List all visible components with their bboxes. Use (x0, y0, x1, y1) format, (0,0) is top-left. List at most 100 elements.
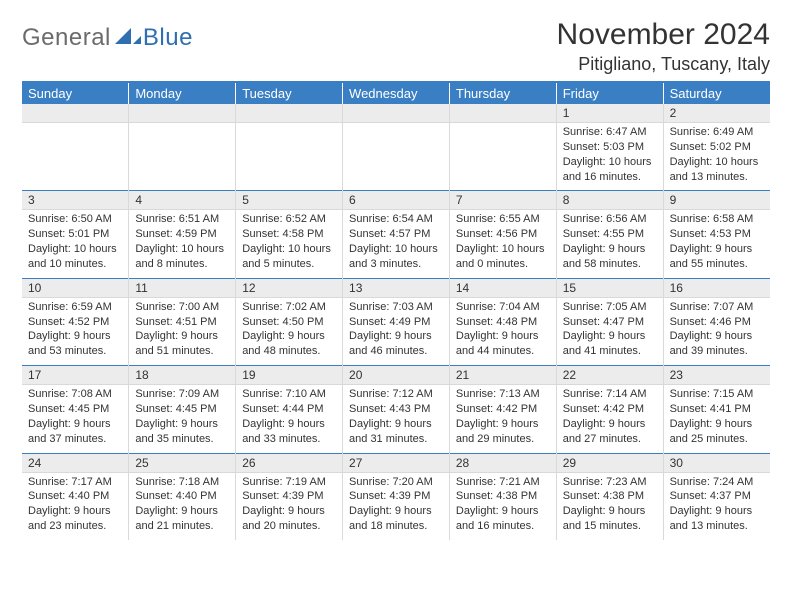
calendar-cell: 28Sunrise: 7:21 AMSunset: 4:38 PMDayligh… (449, 453, 556, 540)
sunset-text: Sunset: 5:01 PM (28, 227, 122, 242)
daylight-text: Daylight: 9 hours and 48 minutes. (242, 329, 336, 359)
sunset-text: Sunset: 4:42 PM (563, 402, 657, 417)
daylight-text: Daylight: 9 hours and 44 minutes. (456, 329, 550, 359)
page-title: November 2024 (557, 18, 770, 52)
daylight-text: Daylight: 9 hours and 16 minutes. (456, 504, 550, 534)
day-body: Sunrise: 7:19 AMSunset: 4:39 PMDaylight:… (236, 473, 342, 540)
day-body: Sunrise: 6:49 AMSunset: 5:02 PMDaylight:… (664, 123, 770, 190)
daylight-text: Daylight: 9 hours and 33 minutes. (242, 417, 336, 447)
sunrise-text: Sunrise: 7:03 AM (349, 300, 443, 315)
logo-text-blue: Blue (143, 24, 193, 52)
day-number: 26 (236, 454, 342, 473)
calendar-cell: 5Sunrise: 6:52 AMSunset: 4:58 PMDaylight… (236, 191, 343, 278)
day-number: 7 (450, 191, 556, 210)
daylight-text: Daylight: 9 hours and 51 minutes. (135, 329, 229, 359)
day-number: 20 (343, 366, 449, 385)
sunrise-text: Sunrise: 7:00 AM (135, 300, 229, 315)
sunset-text: Sunset: 5:03 PM (563, 140, 657, 155)
sunset-text: Sunset: 4:39 PM (242, 489, 336, 504)
calendar-cell (129, 104, 236, 191)
day-body: Sunrise: 7:04 AMSunset: 4:48 PMDaylight:… (450, 298, 556, 365)
calendar-cell: 6Sunrise: 6:54 AMSunset: 4:57 PMDaylight… (343, 191, 450, 278)
daylight-text: Daylight: 10 hours and 3 minutes. (349, 242, 443, 272)
day-number: 25 (129, 454, 235, 473)
sunrise-text: Sunrise: 7:14 AM (563, 387, 657, 402)
day-body: Sunrise: 7:13 AMSunset: 4:42 PMDaylight:… (450, 385, 556, 452)
sunrise-text: Sunrise: 7:07 AM (670, 300, 764, 315)
daylight-text: Daylight: 9 hours and 15 minutes. (563, 504, 657, 534)
sunrise-text: Sunrise: 6:50 AM (28, 212, 122, 227)
calendar-cell: 2Sunrise: 6:49 AMSunset: 5:02 PMDaylight… (663, 104, 770, 191)
dow-friday: Friday (556, 83, 663, 104)
sunrise-text: Sunrise: 7:08 AM (28, 387, 122, 402)
day-number: 1 (557, 104, 663, 123)
calendar-cell: 24Sunrise: 7:17 AMSunset: 4:40 PMDayligh… (22, 453, 129, 540)
day-body: Sunrise: 7:10 AMSunset: 4:44 PMDaylight:… (236, 385, 342, 452)
day-body: Sunrise: 7:15 AMSunset: 4:41 PMDaylight:… (664, 385, 770, 452)
sunrise-text: Sunrise: 6:51 AM (135, 212, 229, 227)
day-number: 11 (129, 279, 235, 298)
day-body: Sunrise: 7:20 AMSunset: 4:39 PMDaylight:… (343, 473, 449, 540)
daylight-text: Daylight: 10 hours and 5 minutes. (242, 242, 336, 272)
sunset-text: Sunset: 4:45 PM (28, 402, 122, 417)
calendar-cell: 18Sunrise: 7:09 AMSunset: 4:45 PMDayligh… (129, 366, 236, 453)
sunrise-text: Sunrise: 7:19 AM (242, 475, 336, 490)
calendar-cell: 20Sunrise: 7:12 AMSunset: 4:43 PMDayligh… (343, 366, 450, 453)
day-body: Sunrise: 7:14 AMSunset: 4:42 PMDaylight:… (557, 385, 663, 452)
calendar-cell: 8Sunrise: 6:56 AMSunset: 4:55 PMDaylight… (556, 191, 663, 278)
day-number (129, 104, 235, 123)
day-number: 10 (22, 279, 128, 298)
title-block: November 2024 Pitigliano, Tuscany, Italy (557, 18, 770, 75)
sunset-text: Sunset: 4:38 PM (456, 489, 550, 504)
sunset-text: Sunset: 4:49 PM (349, 315, 443, 330)
sunset-text: Sunset: 4:58 PM (242, 227, 336, 242)
sunset-text: Sunset: 4:37 PM (670, 489, 764, 504)
calendar-body: 1 Sunrise: 6:47 AMSunset: 5:03 PM Daylight… (22, 104, 770, 540)
sunrise-text: Sunrise: 6:55 AM (456, 212, 550, 227)
dow-saturday: Saturday (663, 83, 770, 104)
sunrise-text: Sunrise: 6:49 AM (670, 125, 764, 140)
calendar-cell: 30Sunrise: 7:24 AMSunset: 4:37 PMDayligh… (663, 453, 770, 540)
sunset-text: Sunset: 5:02 PM (670, 140, 764, 155)
sunrise-text: Sunrise: 7:02 AM (242, 300, 336, 315)
sunset-text: Sunset: 4:40 PM (28, 489, 122, 504)
calendar-cell: 10Sunrise: 6:59 AMSunset: 4:52 PMDayligh… (22, 278, 129, 365)
calendar-cell (22, 104, 129, 191)
day-body: Sunrise: 7:23 AMSunset: 4:38 PMDaylight:… (557, 473, 663, 540)
day-number: 5 (236, 191, 342, 210)
day-body (450, 123, 556, 185)
daylight-text: Daylight: 9 hours and 18 minutes. (349, 504, 443, 534)
sunrise-text: Sunrise: 7:17 AM (28, 475, 122, 490)
calendar-cell: 23Sunrise: 7:15 AMSunset: 4:41 PMDayligh… (663, 366, 770, 453)
day-number: 6 (343, 191, 449, 210)
calendar-cell: 21Sunrise: 7:13 AMSunset: 4:42 PMDayligh… (449, 366, 556, 453)
calendar-cell: 27Sunrise: 7:20 AMSunset: 4:39 PMDayligh… (343, 453, 450, 540)
calendar-table: Sunday Monday Tuesday Wednesday Thursday… (22, 83, 770, 540)
day-body: Sunrise: 7:09 AMSunset: 4:45 PMDaylight:… (129, 385, 235, 452)
day-number: 24 (22, 454, 128, 473)
day-number (450, 104, 556, 123)
daylight-text: Daylight: 9 hours and 53 minutes. (28, 329, 122, 359)
sunrise-text: Sunrise: 7:12 AM (349, 387, 443, 402)
day-number: 15 (557, 279, 663, 298)
calendar-cell: 15Sunrise: 7:05 AMSunset: 4:47 PMDayligh… (556, 278, 663, 365)
sunset-text: Sunset: 4:47 PM (563, 315, 657, 330)
day-body (22, 123, 128, 185)
sunset-text: Sunset: 4:59 PM (135, 227, 229, 242)
day-body: Sunrise: 7:18 AMSunset: 4:40 PMDaylight:… (129, 473, 235, 540)
daylight-text: Daylight: 9 hours and 27 minutes. (563, 417, 657, 447)
day-body: Sunrise: 6:59 AMSunset: 4:52 PMDaylight:… (22, 298, 128, 365)
sunrise-text: Sunrise: 7:18 AM (135, 475, 229, 490)
calendar-cell: 19Sunrise: 7:10 AMSunset: 4:44 PMDayligh… (236, 366, 343, 453)
calendar-cell: 16Sunrise: 7:07 AMSunset: 4:46 PMDayligh… (663, 278, 770, 365)
sunset-text: Sunset: 4:38 PM (563, 489, 657, 504)
day-body: Sunrise: 7:17 AMSunset: 4:40 PMDaylight:… (22, 473, 128, 540)
sunrise-text: Sunrise: 6:47 AM (563, 125, 657, 140)
calendar-cell: 22Sunrise: 7:14 AMSunset: 4:42 PMDayligh… (556, 366, 663, 453)
day-body: Sunrise: 7:02 AMSunset: 4:50 PMDaylight:… (236, 298, 342, 365)
dow-thursday: Thursday (449, 83, 556, 104)
daylight-text: Daylight: 9 hours and 25 minutes. (670, 417, 764, 447)
dow-monday: Monday (129, 83, 236, 104)
calendar-cell: 7Sunrise: 6:55 AMSunset: 4:56 PMDaylight… (449, 191, 556, 278)
day-body: Sunrise: 7:07 AMSunset: 4:46 PMDaylight:… (664, 298, 770, 365)
